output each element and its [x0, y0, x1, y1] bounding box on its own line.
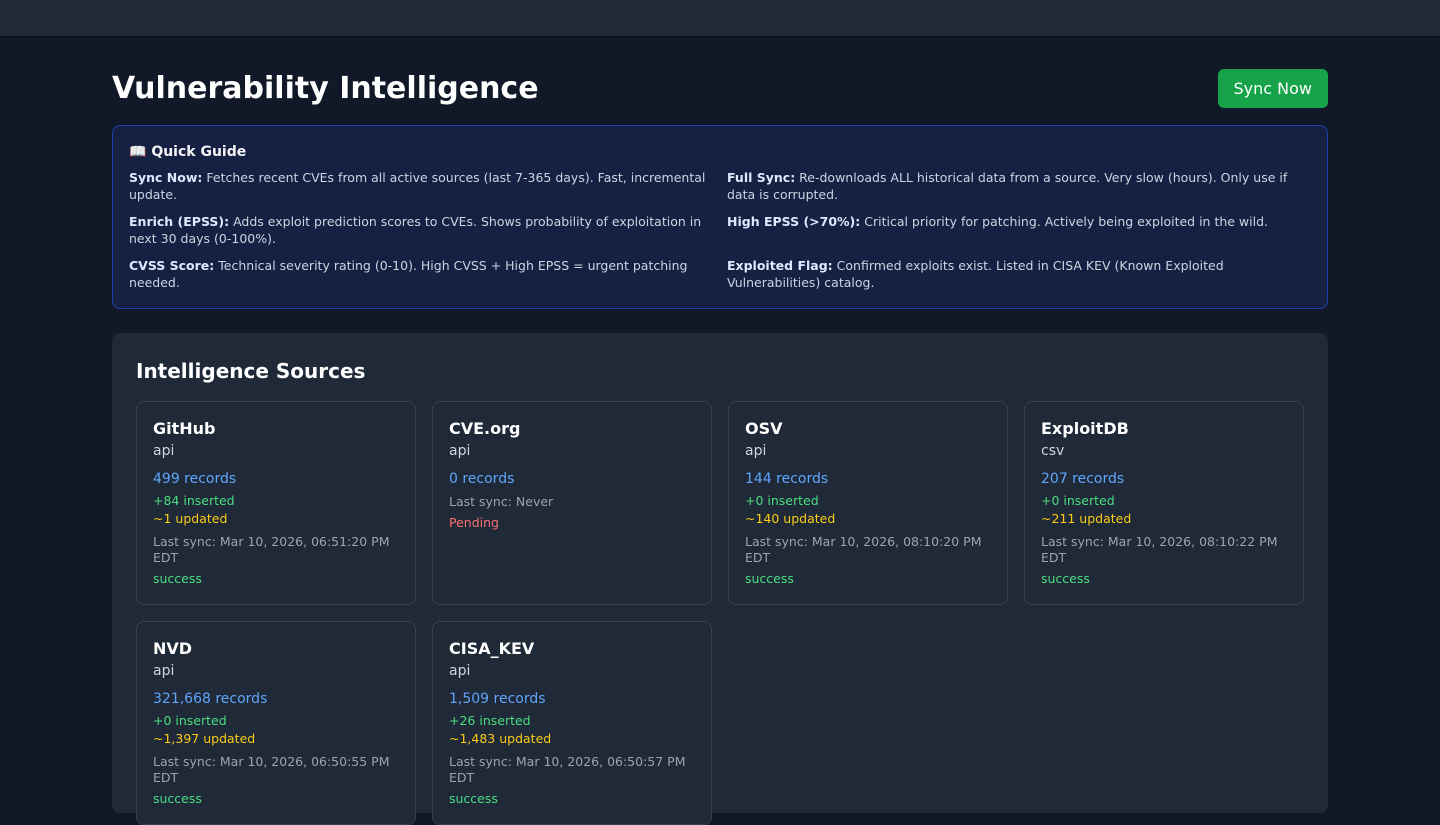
guide-item: Enrich (EPSS): Adds exploit prediction s… [129, 214, 713, 248]
sync-now-button[interactable]: Sync Now [1217, 68, 1328, 108]
quick-guide-title: 📖 Quick Guide [129, 144, 247, 160]
guide-item: Sync Now: Fetches recent CVEs from all a… [129, 170, 713, 204]
source-name: ExploitDB [1041, 419, 1129, 438]
inserted-count: +0 inserted [153, 713, 227, 728]
updated-count: ~211 updated [1041, 511, 1132, 526]
top-bar [0, 0, 1440, 37]
source-type: api [153, 663, 175, 679]
source-card[interactable]: OSV api 144 records +0 inserted ~140 upda… [728, 401, 1008, 605]
guide-term: Enrich (EPSS): [129, 214, 230, 229]
guide-text: Confirmed exploits exist. Listed in CISA… [727, 258, 1224, 290]
sync-status: success [153, 571, 202, 586]
updated-count: ~140 updated [745, 511, 836, 526]
source-type: api [745, 443, 767, 459]
last-sync: Last sync: Never [449, 494, 554, 509]
quick-guide: 📖 Quick Guide Sync Now: Fetches recent C… [112, 125, 1328, 309]
guide-text: Adds exploit prediction scores to CVEs. … [129, 214, 702, 246]
source-card[interactable]: CISA_KEV api 1,509 records +26 inserted ~… [432, 621, 712, 825]
record-count: 321,668 records [153, 691, 268, 707]
source-card[interactable]: CVE.org api 0 records Last sync: Never Pe… [432, 401, 712, 605]
inserted-count: +0 inserted [1041, 493, 1115, 508]
inserted-count: +84 inserted [153, 493, 235, 508]
guide-term: Sync Now: [129, 170, 203, 185]
record-count: 1,509 records [449, 691, 546, 707]
updated-count: ~1,397 updated [153, 731, 256, 746]
last-sync: Last sync: Mar 10, 2026, 08:10:22 PM EDT [1041, 534, 1278, 565]
source-name: NVD [153, 639, 193, 658]
guide-term: Exploited Flag: [727, 258, 833, 273]
record-count: 0 records [449, 471, 515, 487]
guide-text: Re-downloads ALL historical data from a … [727, 170, 1288, 202]
guide-item: Full Sync: Re-downloads ALL historical d… [727, 170, 1311, 204]
section-title: Intelligence Sources [136, 359, 366, 383]
guide-text: Technical severity rating (0-10). High C… [129, 258, 688, 290]
guide-term: High EPSS (>70%): [727, 214, 861, 229]
page-title: Vulnerability Intelligence [112, 70, 539, 106]
sync-status: success [1041, 571, 1090, 586]
last-sync: Last sync: Mar 10, 2026, 06:51:20 PM EDT [153, 534, 390, 565]
source-card[interactable]: GitHub api 499 records +84 inserted ~1 up… [136, 401, 416, 605]
guide-item: CVSS Score: Technical severity rating (0… [129, 258, 713, 292]
source-type: csv [1041, 443, 1065, 459]
source-name: CVE.org [449, 419, 521, 438]
guide-text: Critical priority for patching. Actively… [860, 214, 1269, 229]
book-icon: 📖 [129, 144, 147, 160]
source-type: api [153, 443, 175, 459]
intelligence-sources-panel: Intelligence Sources GitHub api 499 reco… [112, 333, 1328, 825]
guide-item: High EPSS (>70%): Critical priority for … [727, 214, 1311, 248]
updated-count: ~1 updated [153, 511, 228, 526]
source-name: CISA_KEV [449, 639, 535, 658]
source-card[interactable]: ExploitDB csv 207 records +0 inserted ~21… [1024, 401, 1304, 605]
inserted-count: +0 inserted [745, 493, 819, 508]
source-name: GitHub [153, 419, 216, 438]
source-type: api [449, 663, 471, 679]
record-count: 499 records [153, 471, 237, 487]
guide-term: CVSS Score: [129, 258, 215, 273]
inserted-count: +26 inserted [449, 713, 531, 728]
updated-count: ~1,483 updated [449, 731, 552, 746]
guide-grid: Sync Now: Fetches recent CVEs from all a… [129, 170, 1311, 292]
source-type: api [449, 443, 471, 459]
sync-status: success [153, 791, 202, 806]
record-count: 207 records [1041, 471, 1125, 487]
sync-status: success [745, 571, 794, 586]
main-container: Vulnerability Intelligence Sync Now 📖 Qu… [112, 37, 1328, 825]
sync-status: success [449, 791, 498, 806]
guide-term: Full Sync: [727, 170, 796, 185]
guide-item: Exploited Flag: Confirmed exploits exist… [727, 258, 1311, 292]
last-sync: Last sync: Mar 10, 2026, 06:50:55 PM EDT [153, 754, 390, 785]
source-name: OSV [745, 419, 783, 438]
guide-text: Fetches recent CVEs from all active sour… [129, 170, 706, 202]
last-sync: Last sync: Mar 10, 2026, 06:50:57 PM EDT [449, 754, 686, 785]
source-cards: GitHub api 499 records +84 inserted ~1 up… [136, 401, 1304, 825]
sync-status: Pending [449, 515, 499, 530]
record-count: 144 records [745, 471, 829, 487]
last-sync: Last sync: Mar 10, 2026, 08:10:20 PM EDT [745, 534, 982, 565]
source-card[interactable]: NVD api 321,668 records +0 inserted ~1,39… [136, 621, 416, 825]
page-header: Vulnerability Intelligence Sync Now [112, 68, 1328, 108]
